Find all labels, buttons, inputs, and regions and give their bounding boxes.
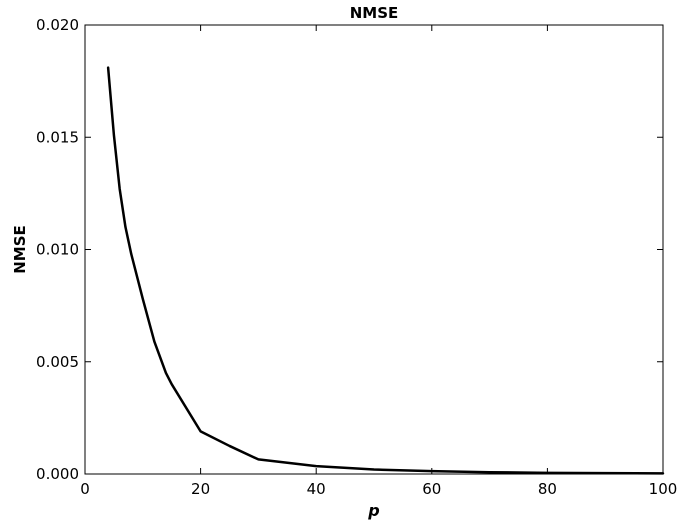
series-line-0: [106, 66, 665, 475]
chart-title: NMSE: [350, 4, 399, 22]
y-tick-label: 0.020: [36, 16, 79, 34]
y-tick-label: 0.010: [36, 241, 79, 259]
x-tick-label: 40: [307, 480, 326, 498]
x-tick-label: 0: [80, 480, 90, 498]
x-tick-label: 20: [191, 480, 210, 498]
y-axis-label: NMSE: [11, 225, 29, 274]
x-axis-label: p: [367, 501, 379, 520]
axis-ticks: 0 20 40 60 80 100 0.000 0.005 0.010 0.015 0.020: [36, 16, 677, 498]
series-layer: [106, 66, 665, 475]
plot-frame: [84, 24, 664, 475]
y-tick-label: 0.005: [36, 353, 79, 371]
x-tick-label: 60: [422, 480, 441, 498]
x-tick-label: 100: [649, 480, 678, 498]
y-tick-label: 0.000: [36, 465, 79, 483]
x-tick-label: 80: [538, 480, 557, 498]
y-tick-label: 0.015: [36, 128, 79, 146]
